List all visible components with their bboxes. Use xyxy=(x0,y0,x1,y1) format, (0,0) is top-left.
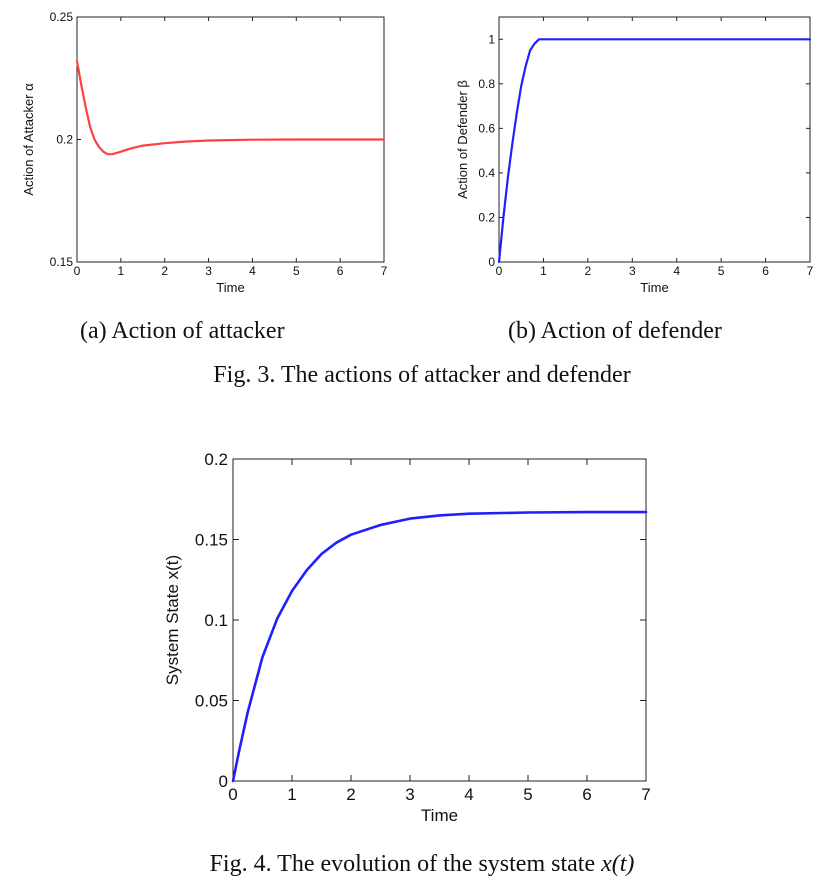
x-tick-label: 3 xyxy=(629,264,636,278)
x-tick-label: 3 xyxy=(205,264,212,278)
x-tick-label: 3 xyxy=(405,785,414,804)
x-tick-label: 1 xyxy=(118,264,125,278)
plot-frame xyxy=(232,458,647,782)
fig4-caption-math: x(t) xyxy=(600,851,634,877)
x-tick-label: 1 xyxy=(540,264,547,278)
y-tick-label: 0.6 xyxy=(478,121,495,135)
y-tick-label: 0.15 xyxy=(195,531,228,550)
x-tick-label: 0 xyxy=(496,264,503,278)
y-tick-label: 0.25 xyxy=(50,10,74,24)
series-line-defender xyxy=(497,38,812,264)
x-tick-label: 4 xyxy=(464,785,473,804)
x-tick-label: 0 xyxy=(228,785,237,804)
y-tick-label: 0.2 xyxy=(56,133,73,147)
y-tick-label: 0 xyxy=(488,255,495,269)
series-line-attacker xyxy=(75,59,386,156)
x-tick-label: 7 xyxy=(381,264,388,278)
subcaption-defender: (b) Action of defender xyxy=(508,318,722,344)
y-tick-label: 0 xyxy=(219,772,228,791)
x-tick-label: 7 xyxy=(641,785,650,804)
y-tick-label: 0.2 xyxy=(204,450,228,469)
x-axis-label: Time xyxy=(216,280,244,295)
x-tick-label: 6 xyxy=(762,264,769,278)
y-tick-label: 0.4 xyxy=(478,166,495,180)
x-tick-label: 0 xyxy=(74,264,81,278)
plot-frame xyxy=(498,16,811,263)
x-tick-label: 1 xyxy=(287,785,296,804)
y-axis-label: Action of Attacker α xyxy=(21,83,36,196)
fig4-caption-text: Fig. 4. The evolution of the system stat… xyxy=(210,851,602,877)
fig3-caption: Fig. 3. The actions of attacker and defe… xyxy=(213,362,630,388)
y-tick-label: 1 xyxy=(488,32,495,46)
x-axis-label: Time xyxy=(421,806,458,825)
x-tick-label: 5 xyxy=(718,264,725,278)
x-tick-label: 6 xyxy=(337,264,344,278)
x-tick-label: 7 xyxy=(807,264,814,278)
y-tick-label: 0.8 xyxy=(478,77,495,91)
series-line-state xyxy=(231,510,648,783)
x-tick-label: 6 xyxy=(582,785,591,804)
x-tick-label: 2 xyxy=(585,264,592,278)
y-tick-label: 0.15 xyxy=(50,255,74,269)
attacker-chart: 0 1 2 3 4 5 6 7 0.15 0.2 0.25 Time Action of Attacke… xyxy=(21,10,388,295)
x-tick-label: 5 xyxy=(293,264,300,278)
x-tick-label: 2 xyxy=(161,264,168,278)
x-tick-label: 2 xyxy=(346,785,355,804)
x-tick-label: 4 xyxy=(673,264,680,278)
fig4-caption: Fig. 4. The evolution of the system stat… xyxy=(210,851,635,877)
y-tick-label: 0.1 xyxy=(204,611,228,630)
system-state-chart: 0 1 2 3 4 5 6 7 0 0.05 0.1 0.15 0.2 Time System State … xyxy=(163,450,651,825)
y-axis-label: System State x(t) xyxy=(163,555,182,685)
subcaption-attacker: (a) Action of attacker xyxy=(80,318,285,344)
y-axis-label: Action of Defender β xyxy=(455,80,470,199)
x-tick-label: 5 xyxy=(523,785,532,804)
y-tick-label: 0.2 xyxy=(478,210,495,224)
defender-chart: 0 1 2 3 4 5 6 7 0 0.2 0.4 0.6 0.8 1 Time Action of Defe… xyxy=(455,16,814,295)
y-tick-label: 0.05 xyxy=(195,692,228,711)
x-axis-label: Time xyxy=(640,280,668,295)
x-tick-label: 4 xyxy=(249,264,256,278)
